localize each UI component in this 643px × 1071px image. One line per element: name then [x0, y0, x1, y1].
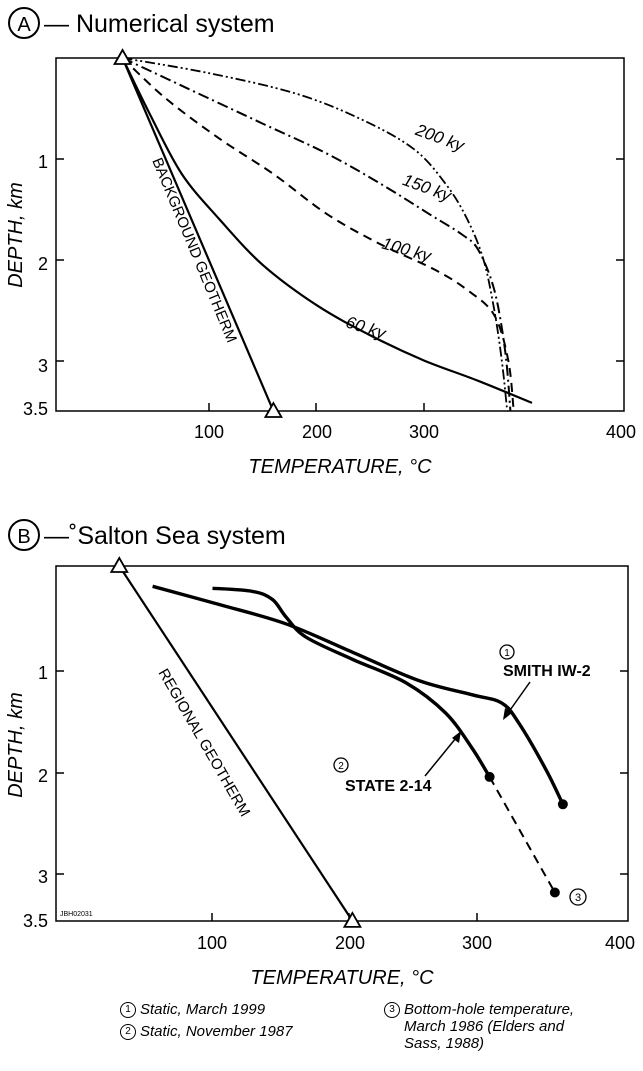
panel-a-series-100-ky	[121, 58, 515, 411]
panel-a-series	[121, 58, 533, 411]
panel-b-x-tick-200: 200	[335, 933, 365, 953]
panel-a-letter-circle	[8, 7, 40, 39]
panel-a-y-tick-3-5: 3.5	[23, 399, 48, 419]
legend-number-1: 1	[120, 1002, 136, 1018]
bottom-hole-number-circle	[569, 888, 587, 906]
legend-left: 1 Static, March 1999 2 Static, November 19…	[120, 1001, 293, 1040]
panel-b-x-tick-400: 400	[605, 933, 635, 953]
panel-a-y-tick-1: 1	[38, 152, 48, 172]
panel-a-geotherm-label: BACKGROUND GEOTHERM	[148, 155, 240, 345]
well-2-label: STATE 2-14	[345, 778, 432, 795]
smith-iw-2-end-point	[557, 799, 568, 810]
legend-text-2: Static, November 1987	[140, 1023, 293, 1040]
legend-text-3: Bottom-hole temperature, March 1986 (Eld…	[404, 1001, 575, 1052]
panel-b-series-smith-iw-2	[152, 584, 565, 806]
well-2-number-circle	[333, 757, 349, 773]
panel-b-y-tick-3-5: 3.5	[23, 911, 48, 931]
panel-b-geotherm-label: REGIONAL GEOTHERM	[155, 666, 254, 820]
panel-a-label-200ky: 200 ky	[412, 120, 468, 156]
panel-b-y-tick-2: 2	[38, 766, 48, 786]
panel-a-series-200-ky	[122, 58, 509, 411]
bottom-hole-point	[549, 887, 560, 898]
legend-item-3: 3 Bottom-hole temperature, March 1986 (El…	[384, 1001, 604, 1052]
well-2-number: 2	[338, 761, 344, 772]
panel-a-y-tick-3: 3	[38, 356, 48, 376]
legend-item-2: 2 Static, November 1987	[120, 1023, 293, 1040]
well-1-arrow-shaft	[507, 681, 531, 714]
panel-b-title: —˚Salton Sea system	[44, 522, 286, 550]
panel-a-title: — Numerical system	[44, 10, 275, 38]
panel-a-geotherm-top-marker	[112, 48, 133, 65]
panel-b-ticks	[56, 670, 628, 921]
well-1-arrow-head	[503, 708, 512, 720]
panel-b-geotherm-top-marker	[109, 556, 129, 573]
panel-b: B —˚Salton Sea system 100 200 300 400 1 …	[5, 519, 635, 989]
panel-b-series-bottom-hole-temperature	[488, 776, 556, 893]
bottom-hole-number: 3	[575, 892, 581, 904]
panel-b-plot-frame	[55, 565, 629, 922]
legend-number-2: 2	[120, 1024, 136, 1040]
panel-b-y-tick-3: 3	[38, 867, 48, 887]
panel-b-series-regional-geotherm	[118, 566, 354, 921]
well-1-number-circle	[499, 644, 515, 660]
panel-b-series-state-2-14	[212, 586, 492, 778]
panel-a-x-tick-100: 100	[194, 422, 224, 442]
panel-a-series-background-geotherm	[121, 58, 275, 411]
panel-a-series-60-ky	[121, 58, 533, 404]
panel-a-x-tick-400: 400	[606, 422, 636, 442]
panel-a-plot-frame	[55, 57, 625, 412]
panel-a-label-60ky: 60 ky	[343, 312, 389, 343]
legend-right: 3 Bottom-hole temperature, March 1986 (El…	[384, 1001, 604, 1052]
panel-a-label-100ky: 100 ky	[380, 234, 435, 266]
legend-number-3: 3	[384, 1002, 400, 1018]
panel-b-letter: B	[17, 526, 30, 548]
well-1-number: 1	[504, 648, 510, 659]
panel-a-y-tick-2: 2	[38, 254, 48, 274]
panel-a-series-150-ky	[122, 58, 512, 411]
panel-a: A — Numerical system 100 200 300 400 1 2…	[5, 7, 636, 478]
figure-code: JBH02031	[60, 911, 93, 918]
state-2-14-end-point	[484, 771, 495, 782]
panel-b-x-tick-100: 100	[197, 933, 227, 953]
panel-b-y-tick-1: 1	[38, 663, 48, 683]
legend-text-1: Static, March 1999	[140, 1001, 266, 1018]
panel-a-markers	[112, 48, 283, 418]
panel-a-ticks	[56, 158, 624, 411]
panel-a-x-tick-200: 200	[302, 422, 332, 442]
panel-b-x-axis-label: TEMPERATURE, °C	[250, 967, 434, 989]
panel-a-geotherm-bottom-marker	[263, 401, 283, 418]
panel-a-x-axis-label: TEMPERATURE, °C	[248, 456, 432, 478]
panel-b-markers	[109, 556, 568, 928]
panel-a-y-axis-label: DEPTH, km	[5, 182, 27, 288]
panel-b-y-axis-label: DEPTH, km	[5, 692, 27, 798]
panel-a-letter: A	[17, 14, 31, 36]
well-2-arrow-shaft	[424, 737, 457, 777]
panel-b-x-tick-300: 300	[462, 933, 492, 953]
panel-a-x-tick-300: 300	[409, 422, 439, 442]
panel-b-series	[118, 566, 565, 921]
panel-b-geotherm-bottom-marker	[342, 911, 362, 928]
legend-item-1: 1 Static, March 1999	[120, 1001, 293, 1018]
well-1-label: SMITH IW-2	[503, 663, 591, 680]
panel-b-letter-circle	[8, 519, 40, 551]
well-2-arrow-head	[452, 731, 461, 743]
